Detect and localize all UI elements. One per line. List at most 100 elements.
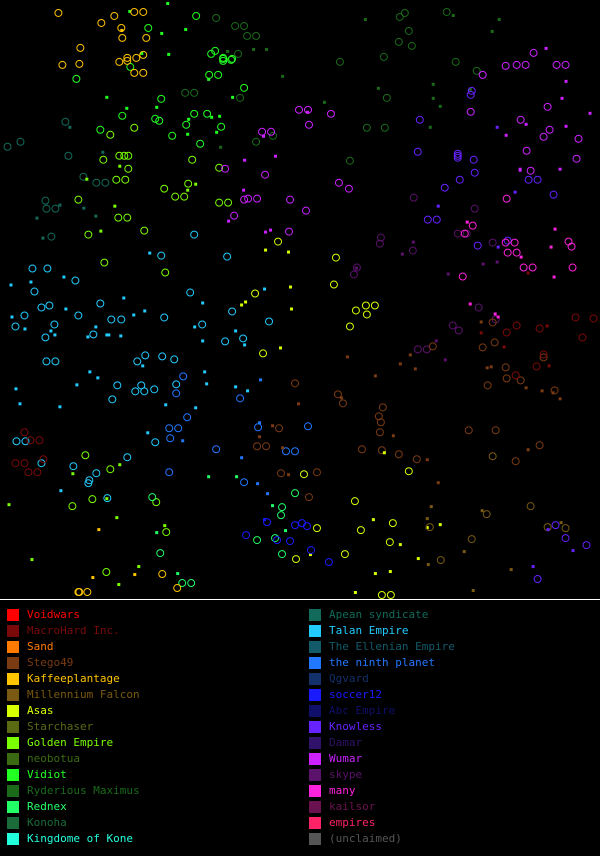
planet-marker[interactable] <box>190 230 199 239</box>
star-marker[interactable] <box>184 27 188 31</box>
star-marker[interactable] <box>140 51 144 55</box>
planet-marker[interactable] <box>130 7 139 16</box>
planet-marker[interactable] <box>440 183 449 192</box>
star-marker[interactable] <box>30 558 34 562</box>
planet-marker[interactable] <box>407 41 416 50</box>
planet-marker[interactable] <box>120 151 129 160</box>
planet-marker[interactable] <box>478 343 487 352</box>
planet-marker[interactable] <box>380 123 389 132</box>
planet-marker[interactable] <box>151 114 160 123</box>
star-marker[interactable] <box>339 396 343 400</box>
planet-marker[interactable] <box>20 311 29 320</box>
planet-marker[interactable] <box>139 68 148 77</box>
planet-marker[interactable] <box>54 8 63 17</box>
star-marker[interactable] <box>164 403 168 407</box>
planet-marker[interactable] <box>211 46 220 55</box>
planet-marker[interactable] <box>69 462 78 471</box>
star-marker[interactable] <box>495 260 499 264</box>
star-marker[interactable] <box>438 104 442 108</box>
planet-marker[interactable] <box>345 322 354 331</box>
planet-marker[interactable] <box>160 184 169 193</box>
planet-marker[interactable] <box>467 86 476 95</box>
planet-marker[interactable] <box>357 445 366 454</box>
planet-marker[interactable] <box>522 146 531 155</box>
planet-marker[interactable] <box>152 498 161 507</box>
planet-marker[interactable] <box>340 550 349 559</box>
planet-marker[interactable] <box>292 555 300 564</box>
star-marker[interactable] <box>398 543 402 547</box>
planet-marker[interactable] <box>259 349 268 358</box>
star-marker[interactable] <box>564 79 568 83</box>
planet-marker[interactable] <box>512 60 521 69</box>
star-marker[interactable] <box>252 47 256 51</box>
star-marker[interactable] <box>479 331 483 335</box>
star-marker[interactable] <box>234 385 238 389</box>
star-marker[interactable] <box>91 576 95 580</box>
star-marker[interactable] <box>259 378 263 382</box>
star-marker[interactable] <box>160 31 164 35</box>
planet-marker[interactable] <box>161 268 170 277</box>
planet-marker[interactable] <box>165 424 174 433</box>
planet-marker[interactable] <box>526 166 535 175</box>
planet-marker[interactable] <box>165 468 174 477</box>
planet-marker[interactable] <box>236 93 245 102</box>
star-marker[interactable] <box>411 240 415 244</box>
star-marker[interactable] <box>9 283 13 287</box>
star-marker[interactable] <box>186 132 190 136</box>
star-marker[interactable] <box>207 77 211 81</box>
star-marker[interactable] <box>58 203 62 207</box>
planet-marker[interactable] <box>75 59 84 68</box>
planet-marker[interactable] <box>173 584 182 593</box>
planet-marker[interactable] <box>212 445 221 454</box>
planet-marker[interactable] <box>333 390 342 399</box>
planet-marker[interactable] <box>561 60 570 69</box>
planet-marker[interactable] <box>79 172 88 181</box>
planet-marker[interactable] <box>278 503 287 512</box>
planet-marker[interactable] <box>349 270 358 279</box>
planet-marker[interactable] <box>156 549 165 558</box>
star-marker[interactable] <box>64 307 68 311</box>
star-marker[interactable] <box>564 124 568 128</box>
star-marker[interactable] <box>287 473 291 477</box>
planet-marker[interactable] <box>47 232 56 241</box>
planet-marker[interactable] <box>115 151 124 160</box>
planet-marker[interactable] <box>184 179 193 188</box>
planet-marker[interactable] <box>139 50 148 59</box>
planet-marker[interactable] <box>106 130 115 139</box>
planet-marker[interactable] <box>28 264 37 273</box>
star-marker[interactable] <box>203 370 207 374</box>
planet-marker[interactable] <box>215 163 224 172</box>
planet-marker[interactable] <box>539 353 548 362</box>
star-marker[interactable] <box>155 105 159 109</box>
star-marker[interactable] <box>243 158 247 162</box>
star-marker[interactable] <box>49 329 53 333</box>
planet-marker[interactable] <box>291 489 300 498</box>
star-marker[interactable] <box>176 572 180 576</box>
star-marker[interactable] <box>558 397 562 401</box>
star-marker[interactable] <box>133 573 137 577</box>
planet-marker[interactable] <box>469 155 478 164</box>
planet-marker[interactable] <box>118 111 127 120</box>
planet-marker[interactable] <box>491 426 500 435</box>
planet-marker[interactable] <box>150 385 159 394</box>
planet-marker[interactable] <box>83 588 92 597</box>
planet-marker[interactable] <box>158 570 167 579</box>
planet-marker[interactable] <box>376 418 385 427</box>
planet-marker[interactable] <box>180 192 189 201</box>
star-marker[interactable] <box>546 528 550 532</box>
planet-marker[interactable] <box>123 213 132 222</box>
planet-marker[interactable] <box>453 153 462 162</box>
planet-marker[interactable] <box>262 442 271 451</box>
star-marker[interactable] <box>428 125 432 129</box>
star-marker[interactable] <box>271 504 275 508</box>
planet-marker[interactable] <box>488 318 497 327</box>
star-marker[interactable] <box>443 358 447 362</box>
planet-marker[interactable] <box>533 575 542 584</box>
planet-marker[interactable] <box>453 151 462 160</box>
planet-marker[interactable] <box>466 107 475 116</box>
planet-marker[interactable] <box>224 198 233 207</box>
star-marker[interactable] <box>186 188 190 192</box>
planet-marker[interactable] <box>42 204 51 213</box>
planet-marker[interactable] <box>442 7 451 16</box>
planet-marker[interactable] <box>71 276 80 285</box>
